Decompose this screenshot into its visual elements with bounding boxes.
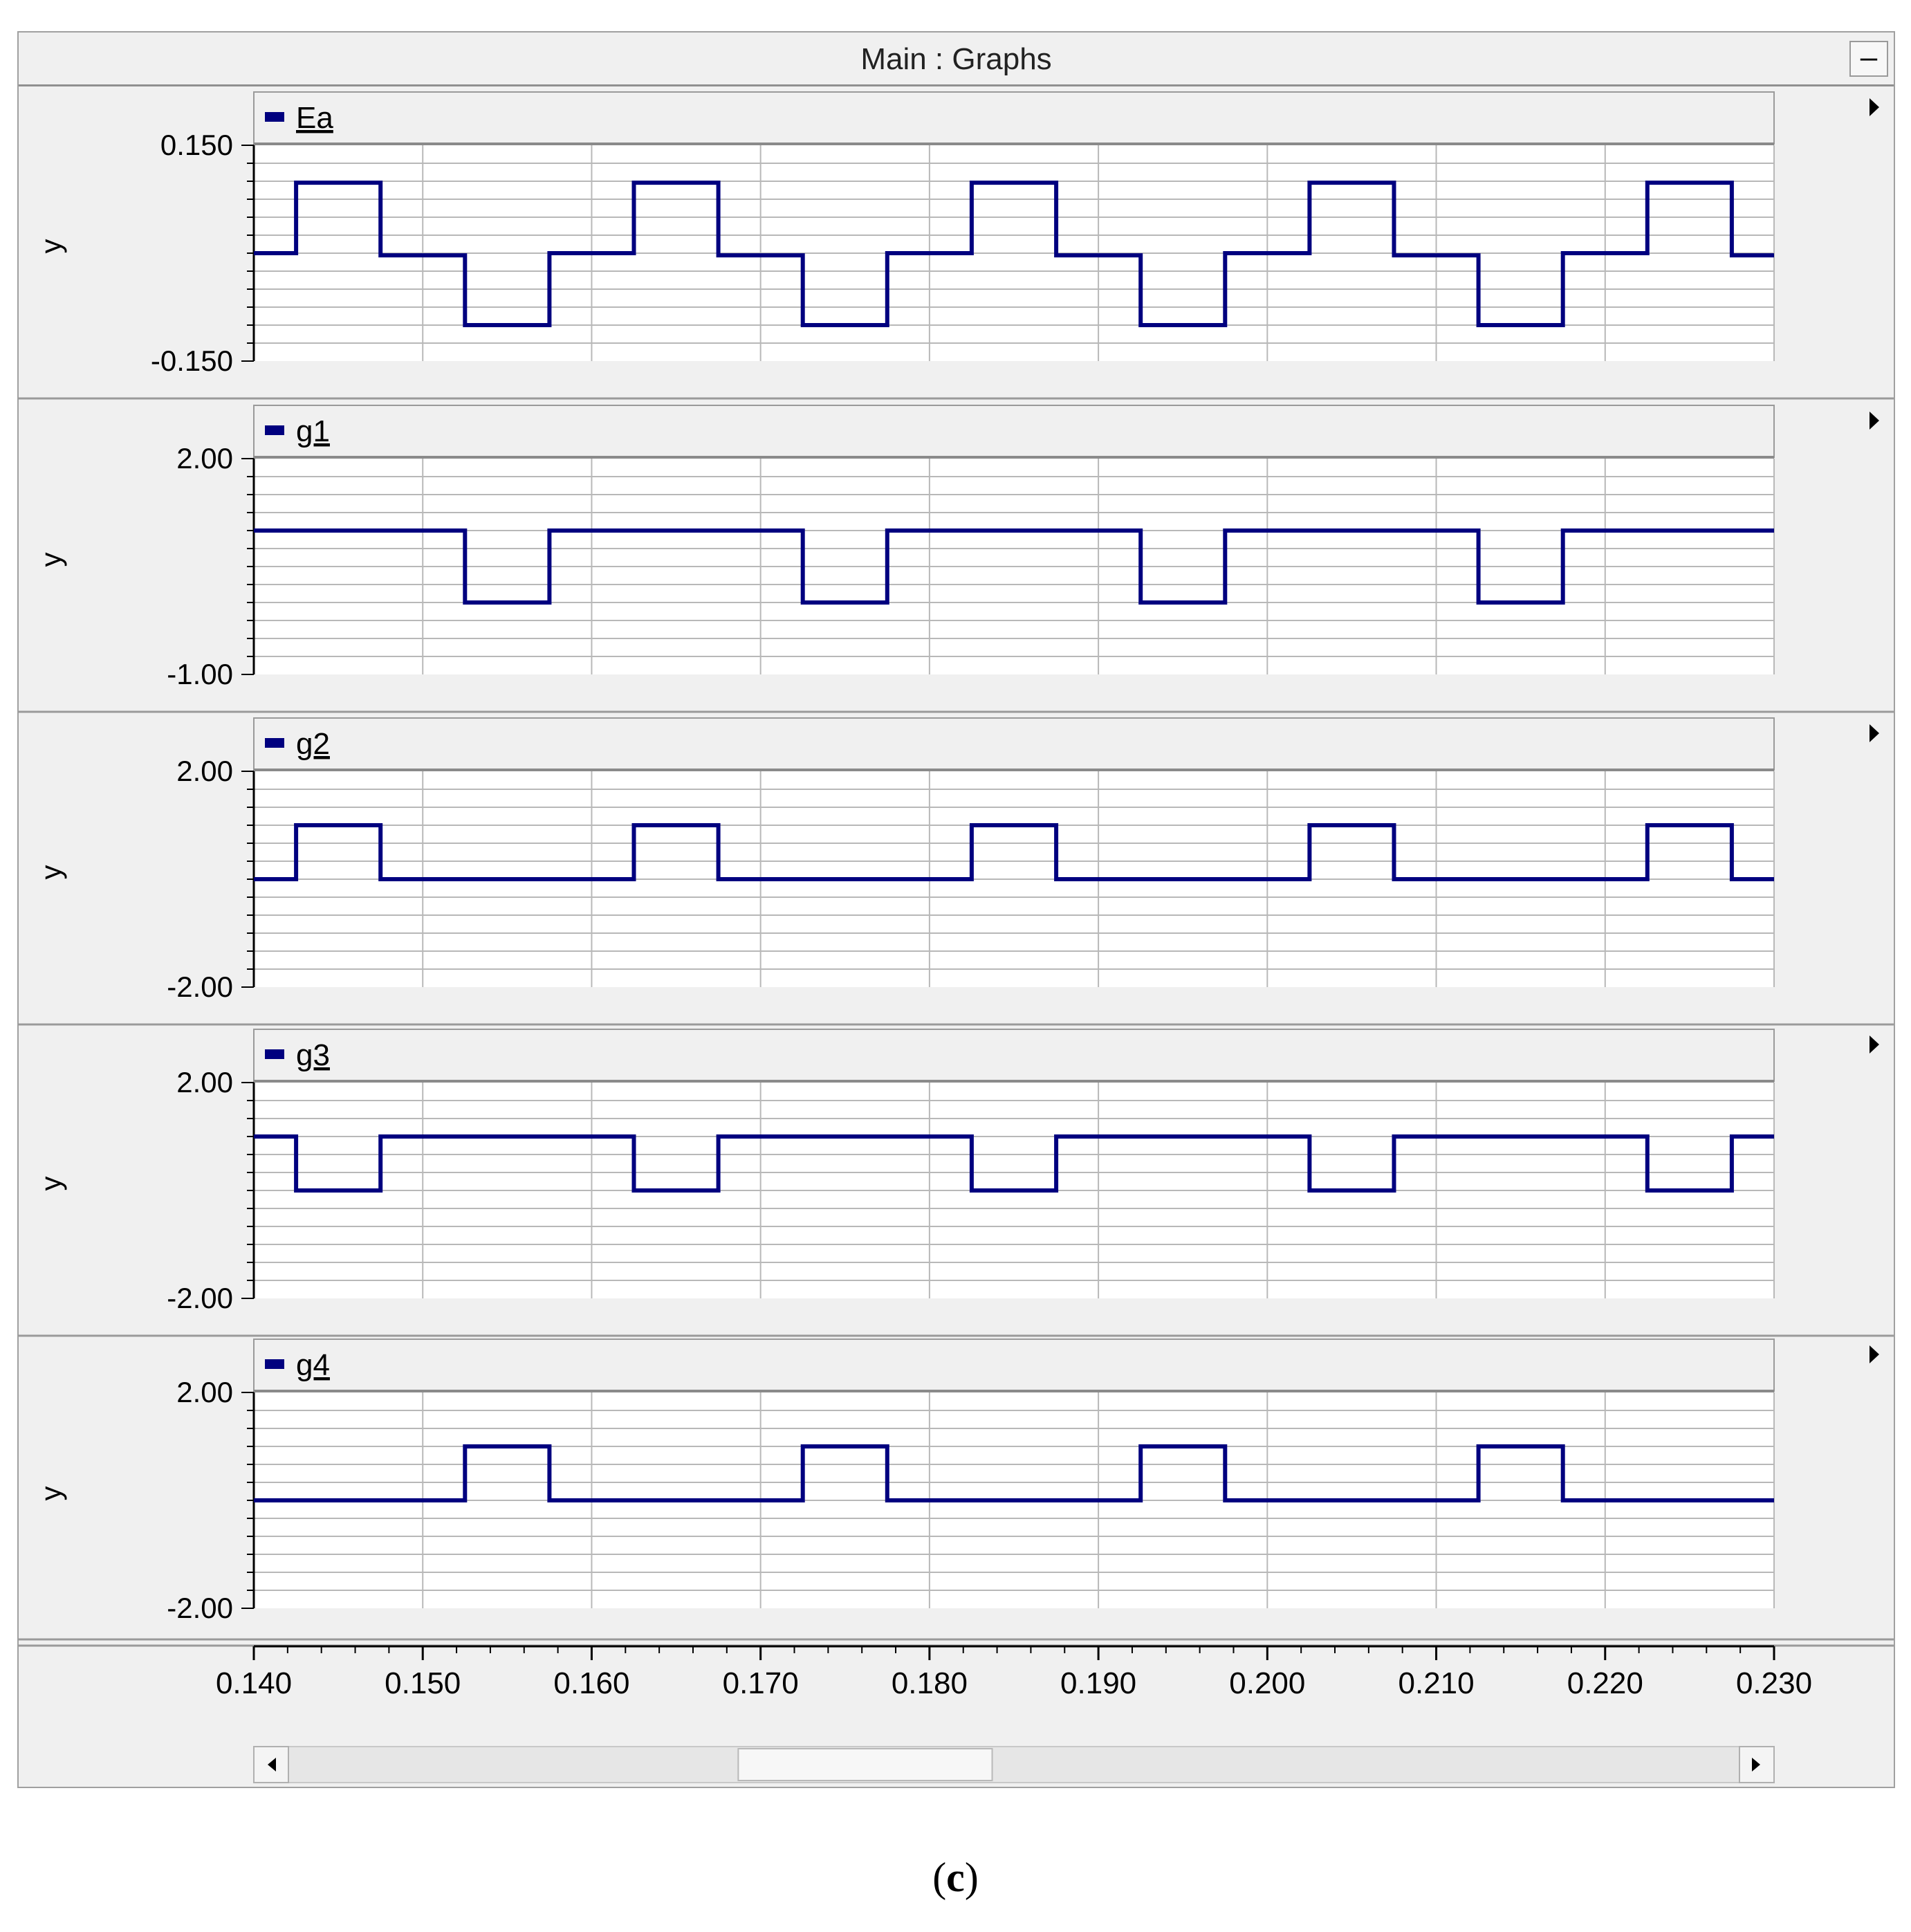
- graphs-canvas: Ea 0.150 -0.150 y g1 2.00 -1.00 y g2 2.00 -2.00 y g3…: [18, 91, 1894, 1783]
- legend-header: [253, 1338, 1775, 1392]
- series-line-Ea: [254, 181, 1774, 327]
- y-tick-label-min: -2.00: [167, 970, 233, 1003]
- legend-swatch: [265, 112, 284, 122]
- series-line-g1: [254, 528, 1774, 605]
- legend-header: [253, 1029, 1775, 1082]
- legend-label: g1: [296, 414, 330, 448]
- x-tick-label: 0.180: [892, 1666, 968, 1700]
- x-tick-label: 0.200: [1229, 1666, 1305, 1700]
- y-tick-label-max: 2.00: [176, 442, 233, 475]
- series-line-g4: [254, 1444, 1774, 1502]
- series-line-g3: [254, 1134, 1774, 1193]
- x-tick-label: 0.150: [385, 1666, 461, 1700]
- triangle-right-icon[interactable]: [1870, 724, 1879, 742]
- x-tick-label: 0.170: [723, 1666, 799, 1700]
- y-tick-label-min: -1.00: [167, 658, 233, 690]
- triangle-right-icon[interactable]: [1752, 1758, 1760, 1772]
- caption-letter: c: [946, 1855, 965, 1900]
- x-tick-label: 0.190: [1060, 1666, 1136, 1700]
- y-axis-label: y: [35, 865, 67, 880]
- caption-open: (: [932, 1855, 947, 1900]
- x-tick-label: 0.230: [1736, 1666, 1812, 1700]
- scrollbar-track[interactable]: [253, 1746, 1775, 1783]
- y-axis-label: y: [35, 553, 67, 567]
- window-titlebar: Main : Graphs –: [19, 33, 1894, 86]
- legend-swatch: [265, 425, 284, 435]
- y-axis-label: y: [35, 1177, 67, 1191]
- y-tick-label-max: 0.150: [160, 129, 233, 161]
- legend-label: Ea: [296, 101, 333, 135]
- y-tick-label-min: -2.00: [167, 1592, 233, 1624]
- triangle-left-icon[interactable]: [268, 1758, 276, 1772]
- legend-swatch: [265, 1359, 284, 1369]
- legend-label: g4: [296, 1348, 330, 1382]
- y-tick-label-max: 2.00: [176, 1066, 233, 1098]
- y-tick-label-max: 2.00: [176, 755, 233, 787]
- y-axis-label: y: [35, 1487, 67, 1501]
- x-tick-label: 0.210: [1398, 1666, 1475, 1700]
- legend-swatch: [265, 1049, 284, 1059]
- legend-label: g3: [296, 1038, 330, 1072]
- legend-swatch: [265, 738, 284, 748]
- y-axis-label: y: [35, 239, 67, 254]
- triangle-right-icon[interactable]: [1870, 1345, 1879, 1363]
- triangle-right-icon[interactable]: [1870, 98, 1879, 116]
- series-line-g2: [254, 823, 1774, 881]
- triangle-right-icon[interactable]: [1870, 412, 1879, 430]
- y-tick-label-max: 2.00: [176, 1376, 233, 1408]
- x-tick-label: 0.160: [553, 1666, 629, 1700]
- x-tick-label: 0.220: [1567, 1666, 1643, 1700]
- minimize-button[interactable]: –: [1849, 41, 1888, 77]
- legend-header: [253, 91, 1775, 145]
- caption-close: ): [964, 1855, 979, 1900]
- scrollbar-thumb[interactable]: [737, 1748, 993, 1781]
- figure-caption: (c): [0, 1854, 1911, 1902]
- y-tick-label-min: -2.00: [167, 1282, 233, 1314]
- y-tick-label-min: -0.150: [151, 344, 233, 377]
- legend-header: [253, 405, 1775, 458]
- x-tick-label: 0.140: [216, 1666, 292, 1700]
- window-title: Main : Graphs: [860, 42, 1052, 76]
- legend-header: [253, 717, 1775, 771]
- triangle-right-icon[interactable]: [1870, 1036, 1879, 1054]
- legend-label: g2: [296, 727, 330, 761]
